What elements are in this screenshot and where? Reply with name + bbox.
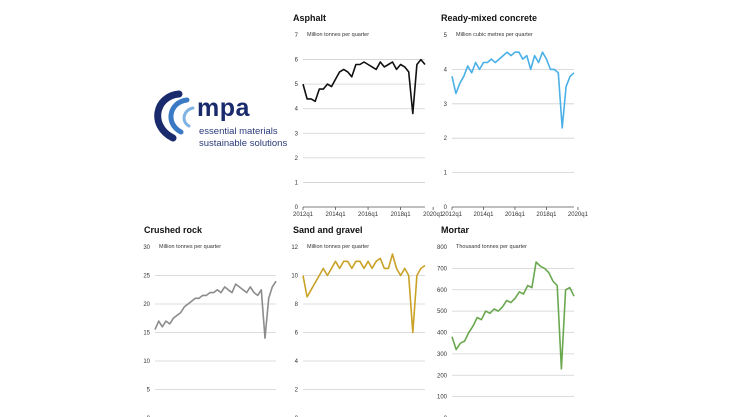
asphalt-xtick-label: 2012q1 <box>293 212 314 218</box>
asphalt-ytick-label: 3 <box>295 131 299 137</box>
logo-wordmark: mpa <box>197 94 250 122</box>
mortar-ytick-label: 200 <box>437 373 448 379</box>
mpa-logo: mpa essential materials sustainable solu… <box>145 82 288 152</box>
mortar-ylabel: Thousand tonnes per quarter <box>456 244 527 250</box>
ready-mixed-concrete-title: Ready-mixed concrete <box>441 13 537 23</box>
asphalt-xtick-label: 2014q1 <box>326 212 347 218</box>
mortar-ytick-label: 700 <box>437 266 448 272</box>
mortar-ytick-label: 800 <box>437 245 448 251</box>
sand-and-gravel-ytick-label: 4 <box>295 359 299 365</box>
ready-mixed-concrete-ytick-label: 5 <box>444 33 448 39</box>
mortar-ytick-label: 400 <box>437 331 448 337</box>
asphalt-series-line <box>302 58 426 115</box>
sand-and-gravel-title: Sand and gravel <box>293 225 363 235</box>
asphalt-ytick-label: 2 <box>295 156 299 162</box>
crushed-rock-ytick-label: 25 <box>143 274 150 280</box>
mortar-ytick-label: 100 <box>437 395 448 401</box>
asphalt-xtick-label: 2016q1 <box>358 212 379 218</box>
ready-mixed-concrete-ylabel: Million cubic metres per quarter <box>456 32 533 38</box>
asphalt-ytick-label: 6 <box>295 58 299 64</box>
ready-mixed-concrete-xtick-label: 2020q1 <box>568 212 589 218</box>
asphalt-ytick-label: 4 <box>295 107 299 113</box>
asphalt-ytick-label: 5 <box>295 82 299 88</box>
mortar-ytick-label: 600 <box>437 288 448 294</box>
ready-mixed-concrete-ytick-label: 1 <box>444 171 448 177</box>
asphalt-title: Asphalt <box>293 13 326 23</box>
crushed-rock-title: Crushed rock <box>144 225 203 235</box>
crushed-rock-ylabel: Million tonnes per quarter <box>159 244 221 250</box>
ready-mixed-concrete-ytick-label: 2 <box>444 136 448 142</box>
ready-mixed-concrete-ytick-label: 4 <box>444 67 448 73</box>
ready-mixed-concrete-xtick-label: 2014q1 <box>473 212 494 218</box>
ready-mixed-concrete-xtick-label: 2016q1 <box>505 212 526 218</box>
sand-and-gravel-series-line <box>302 253 426 334</box>
asphalt-ytick-label: 1 <box>295 180 299 186</box>
sand-and-gravel-ytick-label: 8 <box>295 302 299 308</box>
sand-and-gravel-ylabel: Million tonnes per quarter <box>307 244 369 250</box>
ready-mixed-concrete-xtick-label: 2012q1 <box>442 212 463 218</box>
logo-tagline-1: essential materials <box>199 126 278 137</box>
mortar-ytick-label: 500 <box>437 309 448 315</box>
sand-and-gravel-ytick-label: 6 <box>295 331 299 337</box>
crushed-rock-ytick-label: 15 <box>143 331 150 337</box>
mortar-ytick-label: 300 <box>437 352 448 358</box>
crushed-rock-ytick-label: 20 <box>143 302 150 308</box>
asphalt-ylabel: Million tonnes per quarter <box>307 32 369 38</box>
asphalt-ytick-label: 0 <box>295 205 299 211</box>
sand-and-gravel-ytick-label: 2 <box>295 388 299 394</box>
ready-mixed-concrete-xtick-label: 2018q1 <box>536 212 557 218</box>
crushed-rock-ytick-label: 10 <box>143 359 150 365</box>
crushed-rock-series-line <box>154 280 277 340</box>
ready-mixed-concrete-series-line <box>451 51 575 129</box>
crushed-rock-ytick-label: 30 <box>143 245 150 251</box>
ready-mixed-concrete-ytick-label: 0 <box>444 205 448 211</box>
asphalt-xtick-label: 2020q1 <box>423 212 444 218</box>
sand-and-gravel-ytick-label: 10 <box>291 274 298 280</box>
logo-tagline-2: sustainable solutions <box>199 138 288 149</box>
mpa-swoosh-icon <box>154 90 195 142</box>
mortar-series-line <box>451 261 575 370</box>
asphalt-ytick-label: 7 <box>295 33 299 39</box>
sand-and-gravel-ytick-label: 12 <box>291 245 298 251</box>
asphalt-xtick-label: 2018q1 <box>391 212 412 218</box>
ready-mixed-concrete-ytick-label: 3 <box>444 102 448 108</box>
crushed-rock-ytick-label: 5 <box>147 388 151 394</box>
mortar-title: Mortar <box>441 225 469 235</box>
